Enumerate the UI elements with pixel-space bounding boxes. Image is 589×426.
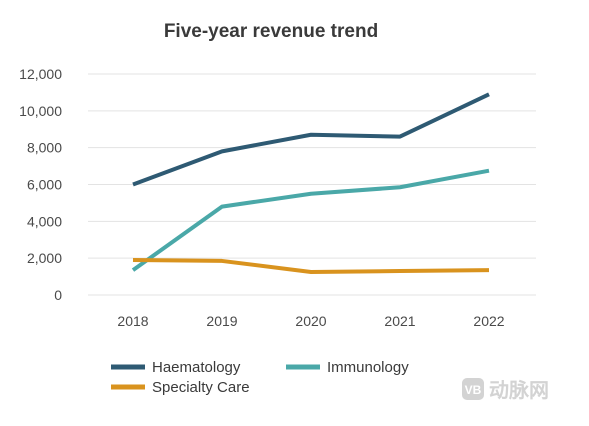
legend-label-specialty-care: Specialty Care bbox=[152, 379, 250, 396]
series-line-immunology bbox=[131, 168, 490, 272]
vb-logo-icon bbox=[462, 378, 484, 400]
series-line-haematology bbox=[132, 92, 490, 187]
y-tick-label: 10,000 bbox=[19, 103, 62, 119]
x-tick-label: 2019 bbox=[206, 313, 237, 329]
x-tick-label: 2022 bbox=[473, 313, 504, 329]
gridlines bbox=[88, 73, 536, 296]
y-tick-label: 12,000 bbox=[19, 66, 62, 82]
vb-logo-letters: VB bbox=[465, 383, 482, 397]
chart-title: Five-year revenue trend bbox=[164, 21, 378, 42]
series-lines bbox=[131, 92, 490, 274]
y-tick-label: 0 bbox=[54, 287, 62, 303]
x-axis-ticks: 2018 2019 2020 2021 2022 bbox=[117, 313, 504, 329]
x-tick-label: 2020 bbox=[295, 313, 326, 329]
y-tick-label: 2,000 bbox=[27, 250, 62, 266]
legend: Haematology Immunology Specialty Care bbox=[111, 359, 409, 396]
x-tick-label: 2018 bbox=[117, 313, 148, 329]
legend-label-immunology: Immunology bbox=[327, 359, 409, 376]
legend-label-haematology: Haematology bbox=[152, 359, 241, 376]
watermark-text: 动脉网 bbox=[489, 378, 549, 402]
watermark: VB 动脉网 bbox=[462, 378, 549, 402]
y-tick-label: 8,000 bbox=[27, 140, 62, 156]
series-line-specialty-care bbox=[132, 258, 490, 274]
y-tick-label: 6,000 bbox=[27, 177, 62, 193]
y-axis-ticks: 0 2,000 4,000 6,000 8,000 10,000 12,000 bbox=[19, 66, 62, 303]
x-tick-label: 2021 bbox=[384, 313, 415, 329]
y-tick-label: 4,000 bbox=[27, 213, 62, 229]
